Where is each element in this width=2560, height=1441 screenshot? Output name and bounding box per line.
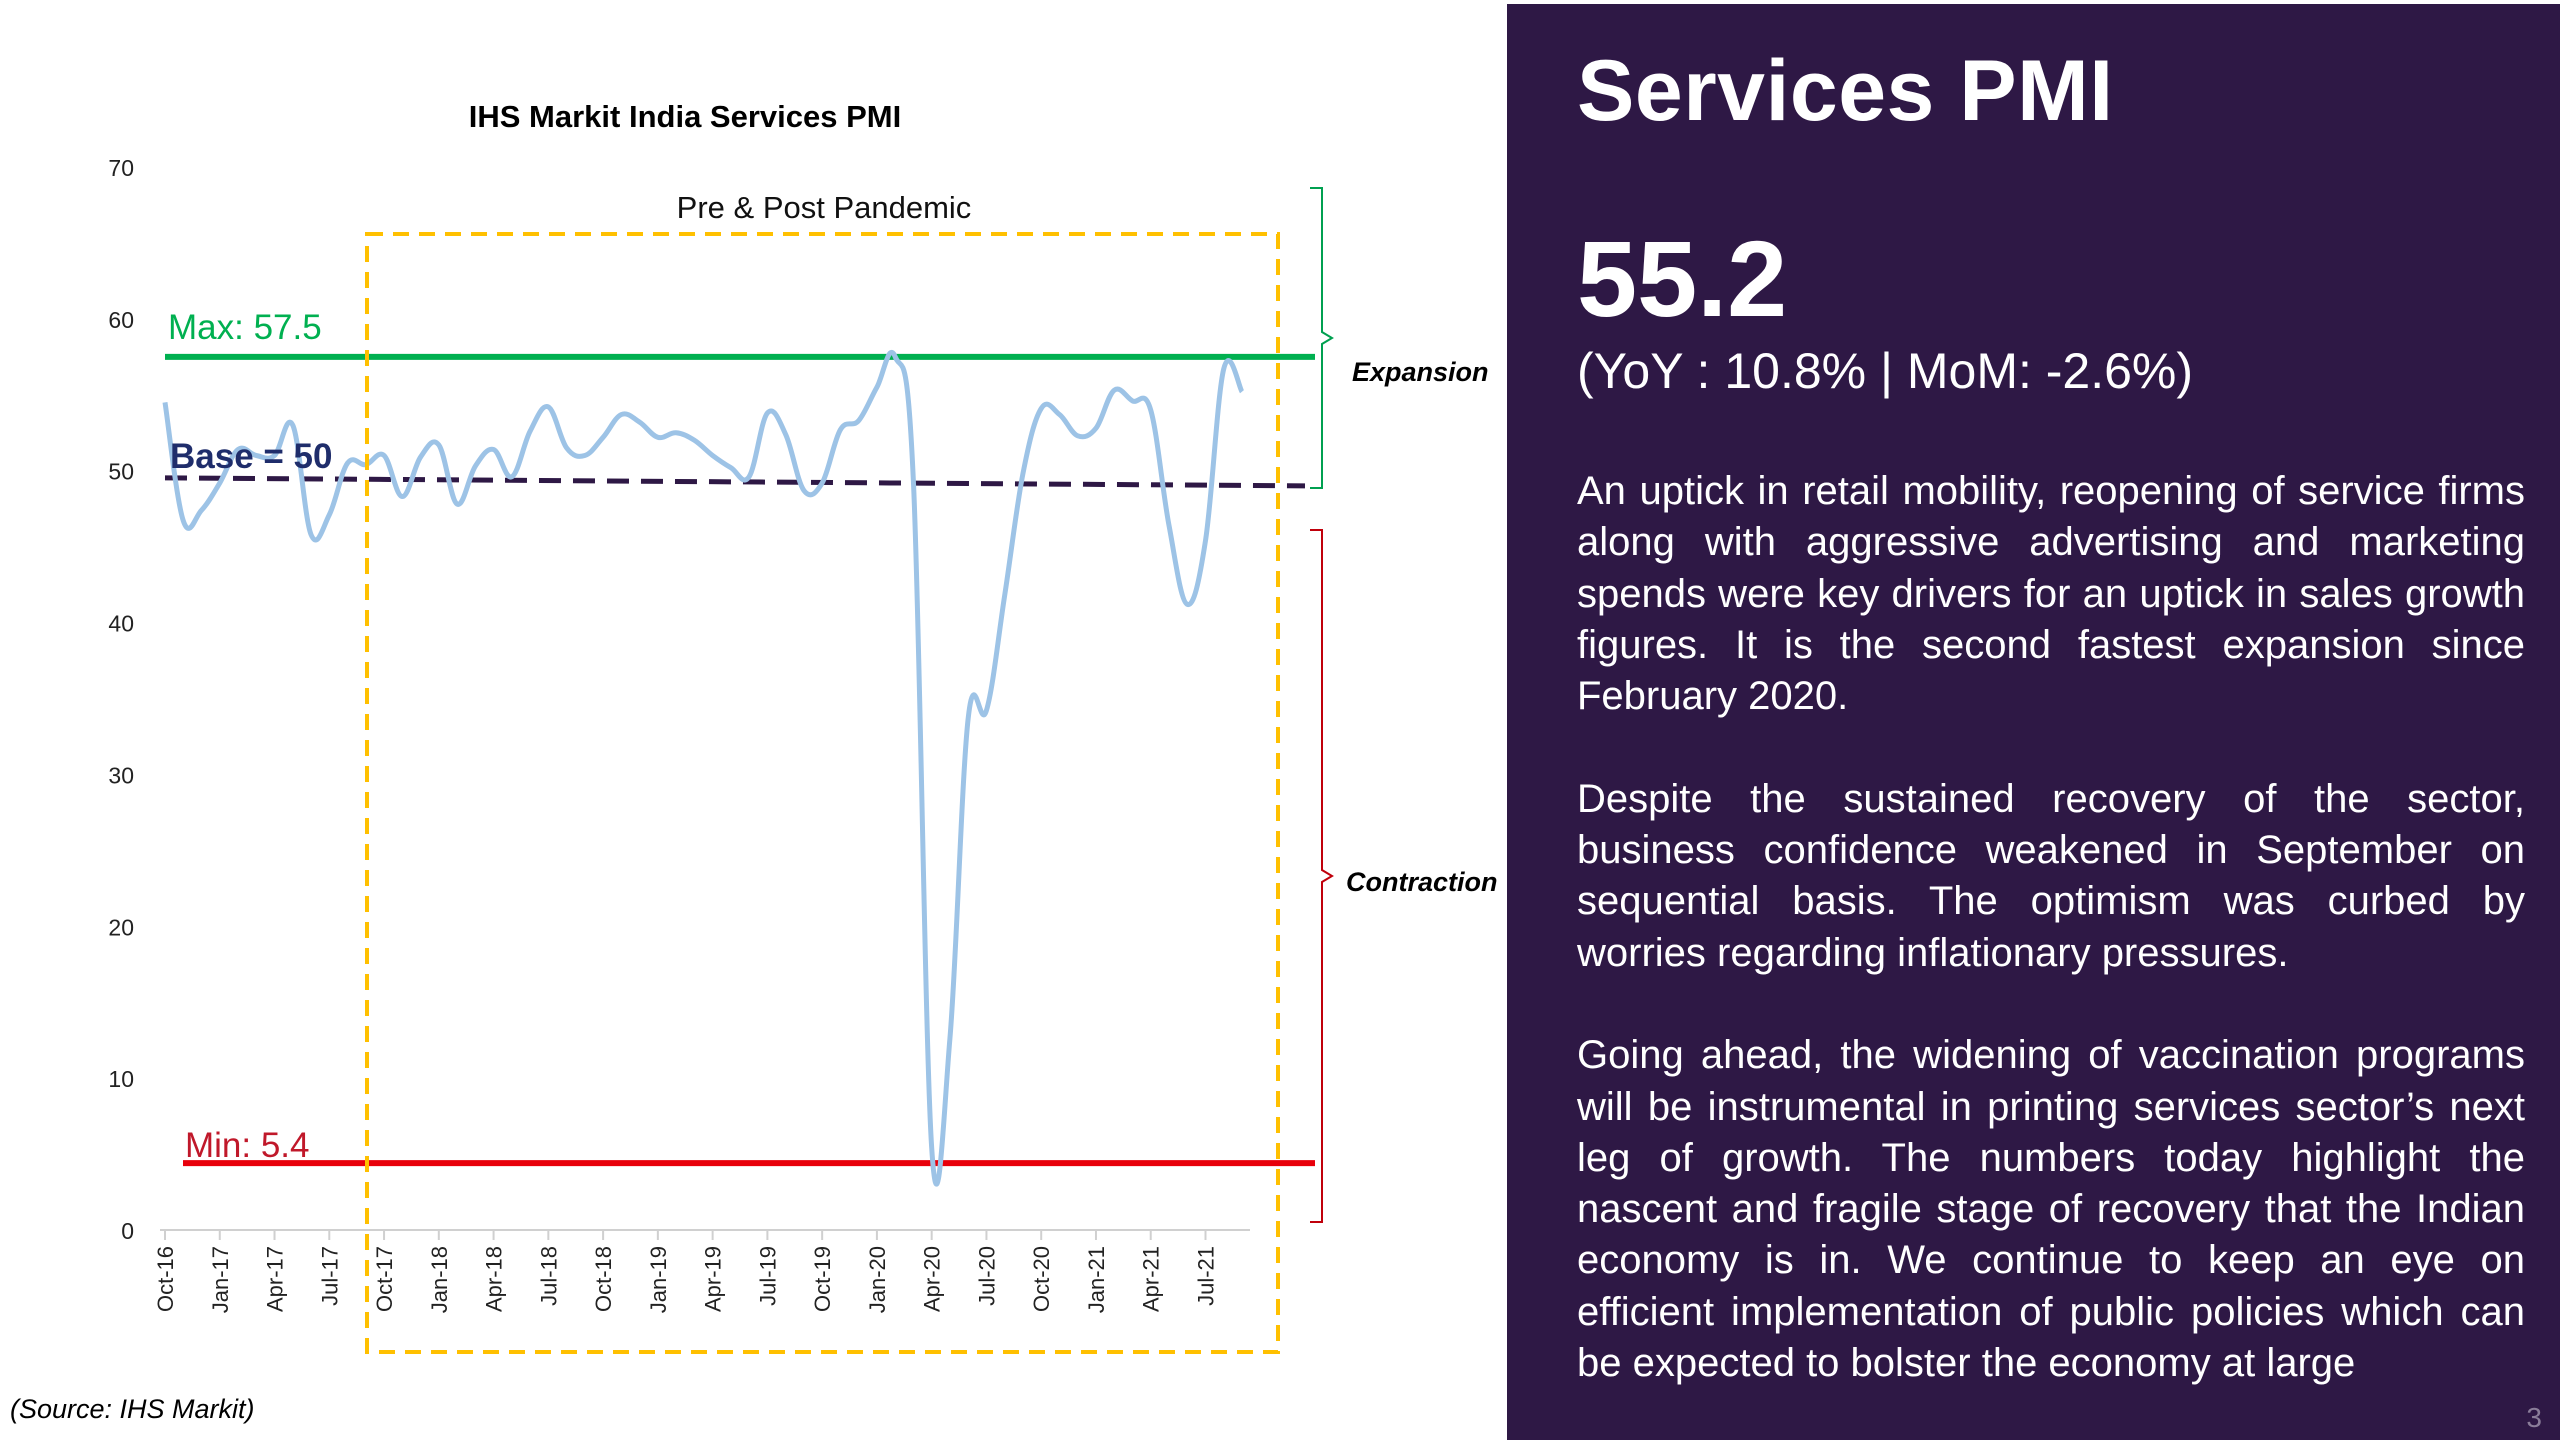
expansion-bracket (1310, 187, 1334, 489)
pre-post-pandemic-label: Pre & Post Pandemic (677, 190, 972, 225)
chart-title: IHS Markit India Services PMI (469, 99, 901, 134)
expansion-label: Expansion (1352, 357, 1489, 387)
x-tick-label: Oct-17 (372, 1246, 397, 1312)
x-tick-label: Apr-18 (482, 1246, 507, 1312)
commentary-paragraph-1: An uptick in retail mobility, reopening … (1577, 469, 2525, 719)
slide-number: 3 (2526, 1402, 2542, 1433)
pmi-change: (YoY : 10.8% | MoM: -2.6%) (1577, 343, 2194, 399)
y-tick-label: 20 (108, 914, 134, 940)
pre-post-pandemic-box (365, 232, 1280, 1354)
y-tick-label: 0 (121, 1218, 134, 1244)
x-tick-label: Jan-20 (865, 1246, 890, 1313)
x-tick-label: Apr-17 (263, 1246, 288, 1312)
x-tick-label: Jan-17 (208, 1246, 233, 1313)
pmi-value: 55.2 (1577, 218, 1788, 339)
contraction-bracket (1310, 529, 1334, 1223)
x-tick-label: Apr-20 (920, 1246, 945, 1312)
summary-panel: Services PMI 55.2 (YoY : 10.8% | MoM: -2… (1507, 4, 2560, 1440)
x-tick-label: Jan-18 (427, 1246, 452, 1313)
x-tick-label: Oct-20 (1029, 1246, 1054, 1312)
x-tick-label: Jul-19 (755, 1246, 780, 1306)
panel-title: Services PMI (1577, 43, 2114, 139)
commentary-paragraph-3: Going ahead, the widening of vaccination… (1577, 1033, 2525, 1386)
x-tick-label: Jul-17 (317, 1246, 342, 1306)
x-tick-label: Jan-19 (646, 1246, 671, 1313)
x-tick-label: Oct-19 (810, 1246, 835, 1312)
commentary-paragraph-2: Despite the sustained recovery of the se… (1577, 776, 2525, 975)
y-tick-label: 50 (108, 459, 134, 485)
x-tick-label: Jan-21 (1084, 1246, 1109, 1313)
y-tick-label: 40 (108, 611, 134, 637)
y-tick-label: 10 (108, 1066, 134, 1092)
x-tick-label: Jul-18 (536, 1246, 561, 1306)
pmi-line-chart: 0 10 20 30 40 50 60 70 Oct-16 Jan-17 Apr-17 Jul-17 O… (108, 99, 1498, 1354)
y-tick-label: 30 (108, 762, 134, 788)
x-tick-label: Apr-19 (701, 1246, 726, 1312)
y-tick-label: 60 (108, 307, 134, 333)
pmi-series-line (162, 349, 1245, 1187)
x-tick-label: Oct-16 (153, 1246, 178, 1312)
y-tick-label: 70 (108, 155, 134, 181)
base-line (164, 475, 1306, 489)
x-tick-label: Jul-20 (974, 1246, 999, 1306)
x-tick-label: Apr-21 (1139, 1246, 1164, 1312)
chart-area: 0 10 20 30 40 50 60 70 Oct-16 Jan-17 Apr-17 Jul-17 O… (10, 99, 1498, 1424)
source-note: (Source: IHS Markit) (10, 1394, 255, 1424)
x-tick-label: Jul-21 (1193, 1246, 1218, 1306)
x-tick-label: Oct-18 (591, 1246, 616, 1312)
commentary: An uptick in retail mobility, reopening … (1577, 466, 2525, 1441)
max-label: Max: 57.5 (168, 308, 322, 347)
contraction-label: Contraction (1346, 867, 1498, 897)
base-label: Base = 50 (170, 437, 333, 476)
min-label: Min: 5.4 (185, 1126, 310, 1165)
